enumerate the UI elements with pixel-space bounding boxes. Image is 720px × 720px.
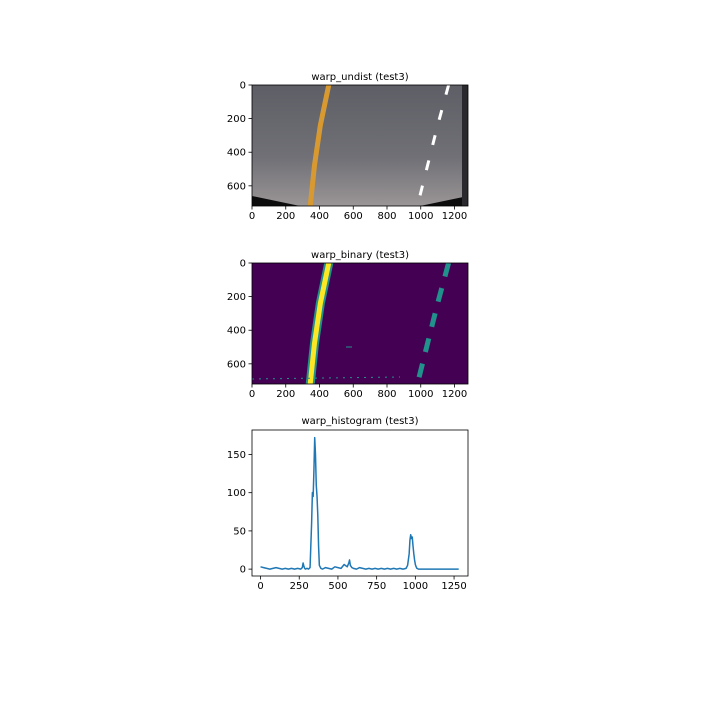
panel-1-ticks: 0 200 400 600 800 1000 1200 0 200 400 600 <box>227 81 467 223</box>
right-lane-dashes <box>415 85 451 206</box>
panel-3-frame <box>251 429 469 577</box>
x-tick-label: 600 <box>344 211 363 222</box>
x-tick-label: 0 <box>249 211 255 222</box>
y-tick-label: 0 <box>240 565 246 576</box>
x-tick-label: 200 <box>276 211 295 222</box>
x-tick-label: 0 <box>257 581 263 592</box>
warp-binary-image <box>252 263 468 384</box>
y-tick-label: 600 <box>227 181 246 192</box>
warp-undist-image <box>252 85 468 206</box>
x-tick-label: 400 <box>310 389 329 400</box>
panel-warp-histogram: warp_histogram (test3) 0 250 500 750 1000 125… <box>227 416 469 592</box>
x-tick-label: 1000 <box>403 581 428 592</box>
x-tick-label: 1000 <box>408 211 433 222</box>
x-tick-label: 400 <box>310 211 329 222</box>
x-tick-label: 1000 <box>408 389 433 400</box>
x-tick-label: 250 <box>290 581 309 592</box>
panel-warp-binary: warp_binary (test3) 0 200 400 600 800 1000 120… <box>227 250 469 401</box>
x-tick-label: 600 <box>344 389 363 400</box>
histogram-series-line <box>260 436 459 570</box>
y-tick-label: 400 <box>227 326 246 337</box>
binary-left-lane-inner <box>307 263 332 384</box>
road-surface <box>252 85 468 206</box>
y-tick-label: 200 <box>227 114 246 125</box>
panel-2-frame <box>251 262 469 385</box>
y-tick-label: 100 <box>227 488 246 499</box>
x-tick-label: 500 <box>328 581 347 592</box>
x-tick-label: 800 <box>377 211 396 222</box>
x-tick-label: 750 <box>367 581 386 592</box>
panel-2-ticks: 0 200 400 600 800 1000 1200 0 200 400 600 <box>227 259 467 401</box>
panel-warp-undist: warp_undist (test3) 0 200 400 600 800 1000 120… <box>227 72 469 223</box>
panel-1-frame <box>251 84 469 207</box>
x-tick-label: 200 <box>276 389 295 400</box>
panel-3-ticks: 0 250 500 750 1000 1250 0 50 100 150 <box>227 450 467 592</box>
y-tick-label: 0 <box>240 81 246 92</box>
panel-1-title: warp_undist (test3) <box>311 72 408 83</box>
bottom-left-shadow <box>252 196 300 206</box>
right-edge-shadow <box>462 85 468 206</box>
bottom-right-shadow <box>420 196 468 206</box>
y-tick-label: 400 <box>227 148 246 159</box>
binary-right-lane-blobs <box>414 263 452 384</box>
y-tick-label: 0 <box>240 259 246 270</box>
y-tick-label: 150 <box>227 450 246 461</box>
y-tick-label: 600 <box>227 359 246 370</box>
y-tick-label: 200 <box>227 292 246 303</box>
y-tick-label: 50 <box>233 526 246 537</box>
panel-3-title: warp_histogram (test3) <box>301 416 418 427</box>
x-tick-label: 1200 <box>442 211 467 222</box>
binary-background <box>252 263 468 384</box>
left-lane-line <box>307 85 332 206</box>
x-tick-label: 800 <box>377 389 396 400</box>
x-tick-label: 1250 <box>441 581 466 592</box>
x-tick-label: 0 <box>249 389 255 400</box>
panel-2-title: warp_binary (test3) <box>311 250 409 261</box>
x-tick-label: 1200 <box>442 389 467 400</box>
